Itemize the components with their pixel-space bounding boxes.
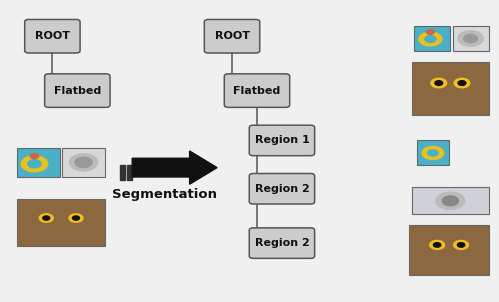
Circle shape <box>69 154 98 171</box>
Circle shape <box>464 34 478 43</box>
FancyBboxPatch shape <box>249 228 314 259</box>
FancyBboxPatch shape <box>249 173 314 204</box>
FancyBboxPatch shape <box>205 19 259 53</box>
Circle shape <box>428 150 438 156</box>
Circle shape <box>430 240 445 249</box>
Bar <box>412 62 489 115</box>
Circle shape <box>30 153 39 159</box>
Text: Flatbed: Flatbed <box>54 85 101 96</box>
FancyBboxPatch shape <box>224 74 289 108</box>
Circle shape <box>442 196 459 206</box>
Bar <box>409 225 489 275</box>
Circle shape <box>436 192 465 210</box>
FancyBboxPatch shape <box>24 19 80 53</box>
Circle shape <box>454 240 469 249</box>
Circle shape <box>75 157 92 168</box>
Bar <box>453 26 489 51</box>
Circle shape <box>434 243 441 247</box>
Circle shape <box>69 214 83 222</box>
Text: Segmentation: Segmentation <box>112 188 217 201</box>
Circle shape <box>427 30 434 34</box>
Bar <box>412 187 489 214</box>
Bar <box>17 199 105 246</box>
FancyBboxPatch shape <box>45 74 110 108</box>
Circle shape <box>435 81 443 85</box>
Circle shape <box>454 78 470 88</box>
Circle shape <box>431 78 447 88</box>
FancyBboxPatch shape <box>249 125 314 156</box>
Text: Region 2: Region 2 <box>254 184 309 194</box>
Circle shape <box>422 146 444 159</box>
Text: ROOT: ROOT <box>215 31 250 41</box>
Bar <box>62 148 105 177</box>
Circle shape <box>43 216 50 220</box>
Circle shape <box>39 214 53 222</box>
Bar <box>417 140 449 165</box>
Bar <box>120 165 125 180</box>
FancyArrow shape <box>132 151 217 184</box>
Bar <box>17 148 60 177</box>
Text: Region 1: Region 1 <box>254 135 309 146</box>
Text: Region 2: Region 2 <box>254 238 309 248</box>
Text: ROOT: ROOT <box>35 31 70 41</box>
Circle shape <box>458 243 465 247</box>
Bar <box>414 26 450 51</box>
Circle shape <box>28 160 41 168</box>
Circle shape <box>21 156 48 172</box>
Text: Flatbed: Flatbed <box>234 85 280 96</box>
Circle shape <box>419 32 442 46</box>
Circle shape <box>72 216 79 220</box>
Circle shape <box>458 81 466 85</box>
Bar <box>127 165 132 180</box>
Circle shape <box>425 36 436 42</box>
Circle shape <box>458 31 483 46</box>
